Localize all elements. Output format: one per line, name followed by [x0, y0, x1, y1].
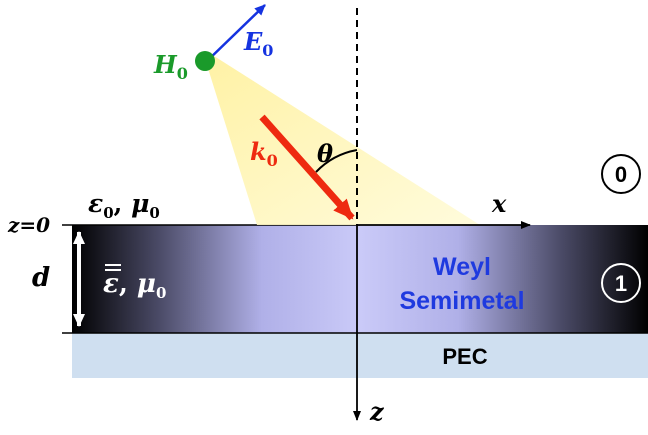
- h-field-label: H0: [153, 50, 188, 83]
- h-field-dot: [195, 51, 215, 71]
- weyl-label-line1: Weyl: [433, 253, 491, 281]
- k-vector-arrow: [259, 114, 355, 221]
- region0-params: ε0, μ0: [88, 189, 160, 222]
- theta-arc: [315, 149, 358, 173]
- z-zero-label: z=0: [7, 213, 50, 237]
- thickness-label: d: [32, 263, 50, 293]
- theta-label: θ: [317, 139, 333, 168]
- pec-label: PEC: [442, 344, 487, 369]
- region1-circle: [601, 263, 641, 303]
- region0-number: 0: [615, 162, 627, 187]
- pec-layer: [72, 333, 648, 378]
- z-axis-label: z: [369, 397, 385, 426]
- incident-beam: [206, 56, 480, 225]
- e-field-arrow: [205, 4, 266, 63]
- e-field-label: E0: [243, 27, 273, 60]
- region1-params: ε, μ0: [103, 269, 166, 302]
- weyl-label-line2: Semimetal: [399, 287, 524, 315]
- x-axis-label: x: [491, 189, 507, 218]
- region1-number: 1: [615, 271, 627, 296]
- k-vector-label: k0: [250, 137, 278, 170]
- region0-circle: [601, 154, 641, 194]
- weyl-slab: [72, 225, 648, 333]
